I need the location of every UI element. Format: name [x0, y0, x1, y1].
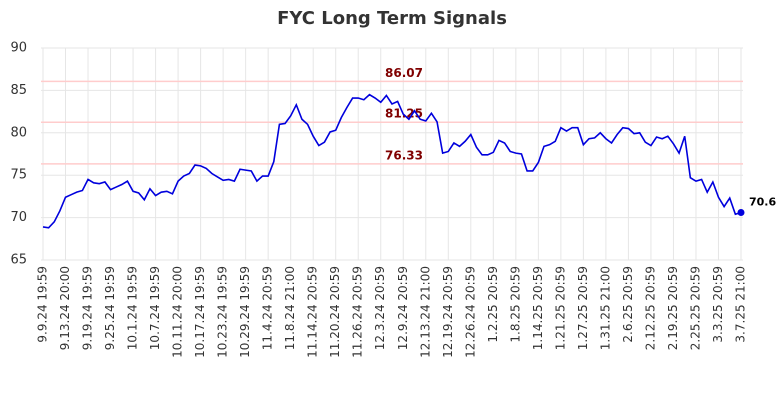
x-tick-label: 10.29.24 19:59	[238, 266, 252, 358]
x-tick-label: 10.11.24 20:00	[171, 266, 185, 358]
x-tick-label: 10.17.24 19:59	[193, 266, 207, 358]
x-tick-label: 2.6.25 20:59	[621, 266, 635, 343]
x-tick-label: 12.26.24 20:59	[463, 266, 477, 358]
x-tick-label: 1.31.25 21:00	[598, 266, 612, 350]
x-tick-label: 12.19.24 20:59	[441, 266, 455, 358]
x-tick-label: 3.3.25 20:59	[711, 266, 725, 343]
x-tick-label: 2.19.25 20:59	[666, 266, 680, 350]
x-tick-label: 12.3.24 20:59	[373, 266, 387, 350]
x-tick-label: 1.27.25 20:59	[576, 266, 590, 350]
x-tick-label: 10.23.24 19:59	[216, 266, 230, 358]
y-tick-label: 65	[10, 253, 27, 268]
y-tick-label: 80	[10, 125, 27, 140]
x-tick-label: 1.8.25 20:59	[508, 266, 522, 343]
x-tick-label: 3.7.25 21:00	[734, 266, 748, 343]
x-tick-label: 1.2.25 20:59	[486, 266, 500, 343]
x-tick-label: 12.13.24 21:00	[418, 266, 432, 358]
signal-label: 86.07	[385, 66, 423, 80]
x-tick-label: 10.7.24 19:59	[148, 266, 162, 350]
x-tick-label: 9.9.24 19:59	[36, 266, 50, 343]
x-tick-label: 11.8.24 21:00	[283, 266, 297, 350]
y-tick-label: 75	[10, 168, 27, 183]
last-point	[737, 209, 745, 217]
x-tick-label: 11.26.24 20:59	[351, 266, 365, 358]
x-tick-label: 1.14.25 20:59	[531, 266, 545, 350]
x-tick-label: 11.20.24 20:59	[328, 266, 342, 358]
x-tick-label: 9.25.24 19:59	[103, 266, 117, 350]
signal-label: 81.25	[385, 107, 423, 121]
signal-label: 76.33	[385, 148, 423, 162]
y-tick-label: 70	[10, 210, 27, 225]
x-tick-label: 11.4.24 20:59	[261, 266, 275, 350]
y-tick-label: 85	[10, 83, 27, 98]
x-tick-label: 1.21.25 20:59	[553, 266, 567, 350]
y-tick-label: 90	[10, 41, 27, 56]
last-value-label: 70.6	[749, 196, 776, 209]
x-tick-label: 10.1.24 19:59	[126, 266, 140, 350]
x-tick-label: 12.9.24 20:59	[396, 266, 410, 350]
x-tick-label: 9.19.24 19:59	[81, 266, 95, 350]
x-tick-label: 9.13.24 20:00	[58, 266, 72, 350]
x-tick-label: 11.14.24 20:59	[306, 266, 320, 358]
price-line	[42, 93, 742, 229]
x-tick-label: 2.25.25 20:59	[688, 266, 702, 350]
x-tick-label: 2.12.25 20:59	[643, 266, 657, 350]
chart-title: FYC Long Term Signals	[277, 8, 507, 29]
